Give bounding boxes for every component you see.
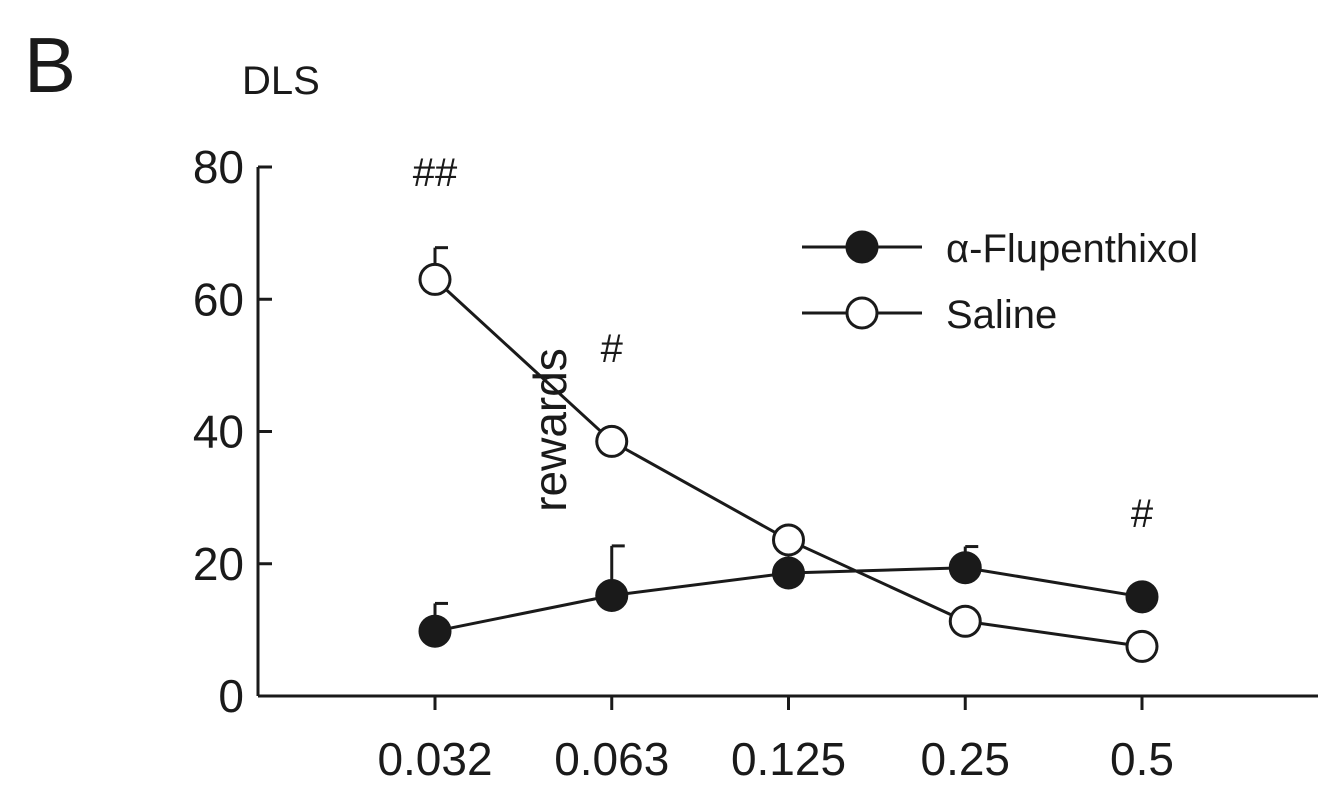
data-point	[772, 523, 805, 557]
legend-label-flupenthixol: α-Flupenthixol	[946, 227, 1198, 271]
y-tick-label: 80	[193, 141, 244, 193]
y-tick-label: 40	[193, 406, 244, 458]
data-point	[595, 424, 629, 458]
panel-label: B	[24, 21, 76, 109]
legend-item-flupenthixol: α-Flupenthixol	[802, 227, 1198, 271]
data-point	[595, 578, 629, 612]
data-point	[1125, 580, 1159, 614]
x-tick-label: 0.032	[377, 733, 492, 785]
y-axis-ticks: 0 20 40 60 80	[193, 141, 272, 722]
legend-marker-flupenthixol	[845, 230, 879, 264]
significance-mark: ##	[413, 151, 458, 195]
data-point	[1125, 629, 1159, 663]
data-point	[418, 614, 452, 648]
significance-mark: #	[601, 327, 624, 371]
y-tick-label: 0	[218, 670, 244, 722]
data-point	[948, 604, 982, 638]
legend-label-saline: Saline	[946, 293, 1057, 337]
x-tick-label: 0.25	[920, 733, 1010, 785]
series-saline	[418, 246, 1159, 663]
chart-title: DLS	[242, 59, 320, 103]
series-layer	[418, 246, 1159, 663]
data-point	[418, 262, 452, 296]
y-axis-label: rewards	[524, 348, 576, 512]
legend: α-Flupenthixol Saline	[802, 227, 1198, 337]
series-flupenthixol	[418, 544, 1159, 648]
significance-mark: #	[1131, 492, 1154, 536]
legend-marker-saline	[845, 296, 879, 330]
x-tick-label: 0.063	[554, 733, 669, 785]
y-tick-label: 20	[193, 538, 244, 590]
x-tick-label: 0.125	[731, 733, 846, 785]
x-tick-label: 0.5	[1110, 733, 1174, 785]
y-tick-label: 60	[193, 273, 244, 325]
data-point	[772, 556, 805, 590]
significance-annotations: ####	[413, 151, 1154, 536]
data-point	[948, 551, 982, 585]
x-axis-ticks: 0.032 0.063 0.125 0.25 0.5	[377, 696, 1174, 785]
legend-item-saline: Saline	[802, 293, 1057, 337]
